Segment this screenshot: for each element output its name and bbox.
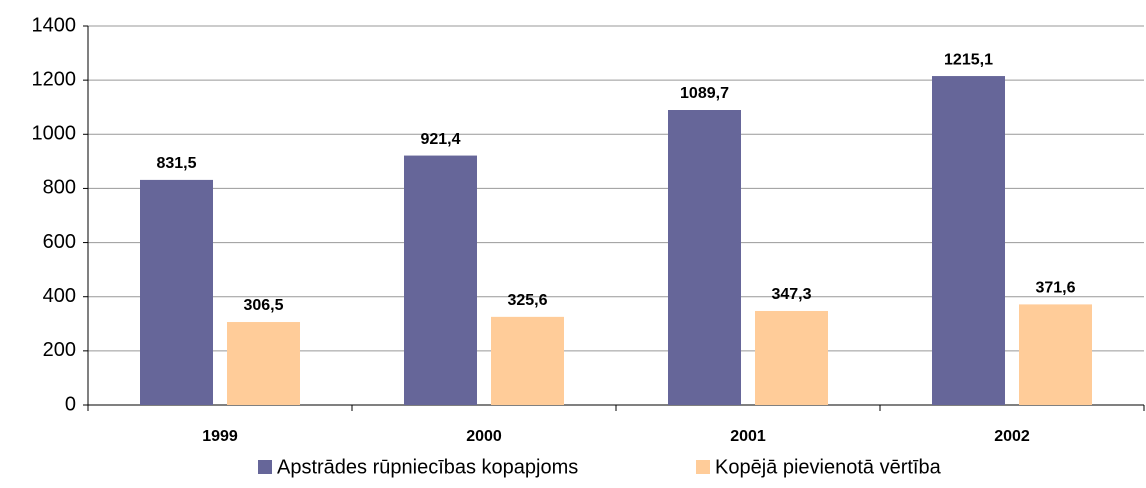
bar xyxy=(140,179,213,405)
y-tick-label: 0 xyxy=(65,393,76,415)
data-label: 1215,1 xyxy=(944,51,993,68)
y-tick-label: 1200 xyxy=(32,68,77,90)
legend-swatch xyxy=(696,460,710,474)
data-label: 325,6 xyxy=(507,292,547,309)
bar xyxy=(755,310,828,405)
data-label: 306,5 xyxy=(243,297,283,314)
y-tick-label: 400 xyxy=(43,285,76,307)
bar xyxy=(227,322,300,405)
data-label: 831,5 xyxy=(156,155,196,172)
data-label: 1089,7 xyxy=(680,85,729,102)
y-tick-label: 1000 xyxy=(32,123,77,145)
data-label: 347,3 xyxy=(771,286,811,303)
x-tick-label: 2002 xyxy=(994,428,1030,445)
bar xyxy=(404,155,477,405)
x-tick-label: 2000 xyxy=(466,428,502,445)
y-tick-label: 1400 xyxy=(32,14,77,36)
legend-swatch xyxy=(258,460,272,474)
legend-label: Kopējā pievienotā vērtība xyxy=(715,456,942,478)
bar xyxy=(1019,304,1092,405)
data-label: 921,4 xyxy=(420,131,460,148)
y-tick-label: 200 xyxy=(43,339,76,361)
data-label: 371,6 xyxy=(1035,280,1075,297)
bar xyxy=(932,76,1005,406)
bar xyxy=(668,110,741,406)
bar xyxy=(491,316,564,405)
y-tick-label: 800 xyxy=(43,177,76,199)
y-tick-label: 600 xyxy=(43,231,76,253)
x-tick-label: 1999 xyxy=(202,428,238,445)
x-tick-label: 2001 xyxy=(730,428,766,445)
legend-label: Apstrādes rūpniecības kopapjoms xyxy=(277,456,578,478)
